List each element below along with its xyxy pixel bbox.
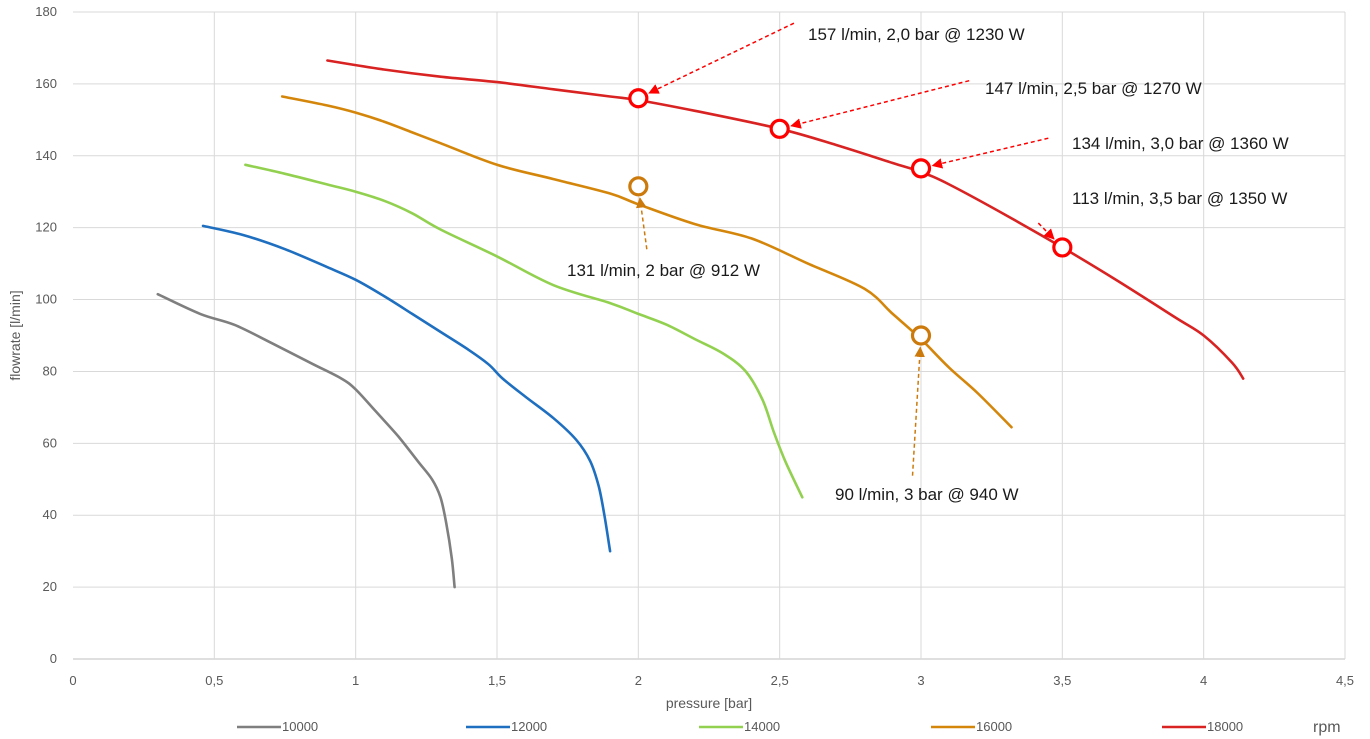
- y-tick-label: 180: [35, 4, 57, 19]
- legend-label-18000: 18000: [1207, 719, 1243, 734]
- x-tick-label: 0: [69, 673, 76, 688]
- series-line-14000: [244, 163, 804, 499]
- series-line-10000: [156, 292, 456, 589]
- y-tick-label: 0: [50, 651, 57, 666]
- annotation-label: 113 l/min, 3,5 bar @ 1350 W: [1072, 189, 1287, 208]
- x-tick-label: 2: [635, 673, 642, 688]
- annotation-label: 131 l/min, 2 bar @ 912 W: [567, 261, 760, 280]
- y-tick-label: 80: [43, 363, 57, 378]
- annotation-arrow: [1037, 222, 1055, 240]
- y-axis-ticks: 0 20 40 60 80 100 120 140 160 180: [35, 4, 57, 666]
- annotation-marker: [1052, 237, 1073, 258]
- annotation-marker: [910, 158, 932, 179]
- x-tick-label: 3: [917, 673, 924, 688]
- legend-label-14000: 14000: [744, 719, 780, 734]
- annotation-label: 147 l/min, 2,5 bar @ 1270 W: [985, 79, 1202, 98]
- annotation-marker: [769, 118, 790, 139]
- x-axis-ticks: 0 0,5 1 1,5 2 2,5 3 3,5 4 4,5: [69, 673, 1354, 688]
- x-tick-label: 2,5: [771, 673, 789, 688]
- annotation-arrow: [635, 197, 648, 250]
- y-tick-label: 20: [43, 579, 57, 594]
- annotation-arrow: [931, 137, 1049, 169]
- x-axis-title: pressure [bar]: [666, 695, 752, 711]
- x-tick-label: 1: [352, 673, 359, 688]
- legend-label-12000: 12000: [511, 719, 547, 734]
- legend-label-16000: 16000: [976, 719, 1012, 734]
- series-line-12000: [201, 224, 612, 553]
- annotations: 157 l/min, 2,0 bar @ 1230 W 147 l/min, 2,…: [567, 22, 1289, 504]
- x-tick-label: 4: [1200, 673, 1207, 688]
- annotation-marker: [628, 88, 649, 109]
- annotation-marker: [628, 176, 649, 197]
- x-tick-label: 3,5: [1053, 673, 1071, 688]
- annotation-label: 157 l/min, 2,0 bar @ 1230 W: [808, 25, 1025, 44]
- y-tick-label: 120: [35, 220, 57, 235]
- y-tick-label: 40: [43, 507, 57, 522]
- legend-label-10000: 10000: [282, 719, 318, 734]
- x-tick-label: 4,5: [1336, 673, 1354, 688]
- annotation-marker: [910, 325, 932, 346]
- annotation-arrow: [911, 346, 925, 476]
- y-tick-label: 60: [43, 435, 57, 450]
- y-tick-label: 140: [35, 148, 57, 163]
- x-tick-label: 0,5: [205, 673, 223, 688]
- x-tick-label: 1,5: [488, 673, 506, 688]
- y-tick-label: 100: [35, 292, 57, 307]
- annotation-arrow: [790, 79, 970, 129]
- y-tick-label: 160: [35, 76, 57, 91]
- annotation-label: 90 l/min, 3 bar @ 940 W: [835, 485, 1019, 504]
- y-axis-title: flowrate [l/min]: [7, 290, 23, 380]
- grid: [73, 11, 1346, 660]
- annotation-label: 134 l/min, 3,0 bar @ 1360 W: [1072, 134, 1289, 153]
- legend-unit-label: rpm: [1313, 719, 1341, 736]
- legend: 10000 12000 14000 16000 18000: [237, 719, 1243, 734]
- series-line-18000: [326, 59, 1245, 380]
- annotation-arrow: [648, 22, 795, 94]
